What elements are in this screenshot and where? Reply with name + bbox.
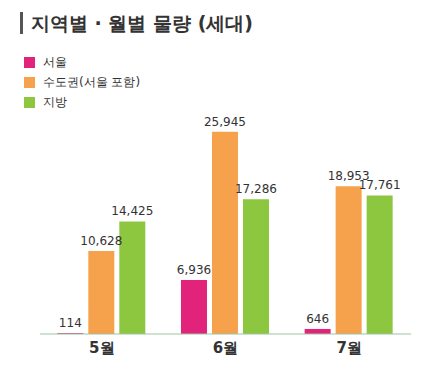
- html-text:지역별 · 월별 물량 (세대): 지역별 · 월별 물량 (세대): [31, 12, 253, 34]
- html-text:서울: 서울: [43, 54, 67, 69]
- svg-text:17,286: 17,286: [235, 182, 277, 196]
- svg-text:114: 114: [59, 316, 82, 330]
- svg-text:7월: 7월: [336, 339, 361, 357]
- svg-text:6월: 6월: [213, 339, 238, 357]
- svg-text:17,761: 17,761: [359, 178, 401, 192]
- svg-text:5월: 5월: [89, 339, 114, 357]
- svg-text:14,425: 14,425: [111, 204, 153, 218]
- svg-text:25,945: 25,945: [204, 115, 246, 129]
- svg-text:6,936: 6,936: [177, 263, 211, 277]
- svg-text:18,953: 18,953: [327, 169, 370, 184]
- html-text:지방: 지방: [43, 94, 67, 109]
- svg-text:10,628: 10,628: [80, 234, 122, 248]
- html-text:수도권(서울 포함): 수도권(서울 포함): [43, 74, 141, 89]
- svg-text:646: 646: [306, 312, 329, 326]
